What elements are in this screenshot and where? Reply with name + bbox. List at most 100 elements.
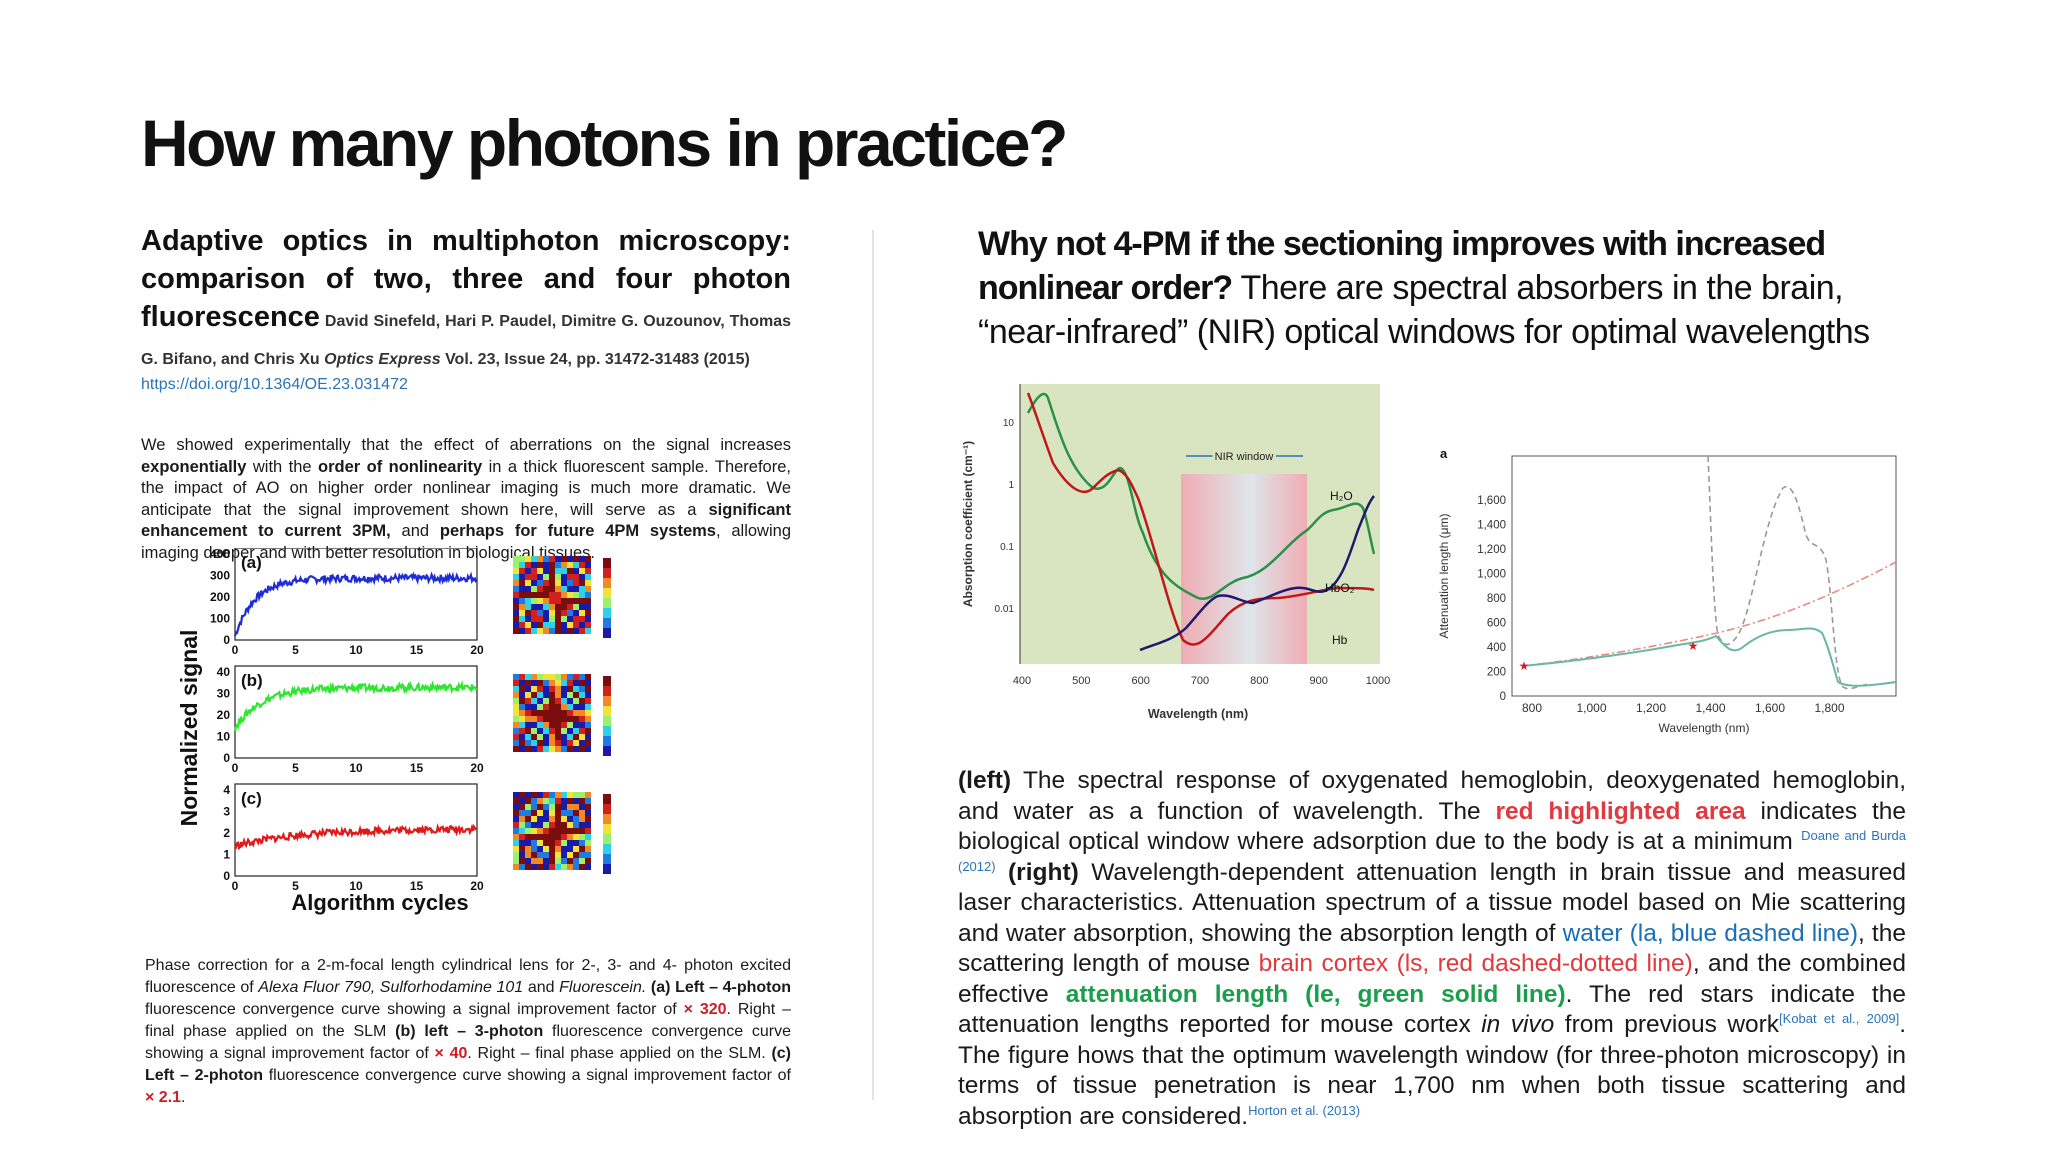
phase-map-cell bbox=[519, 592, 525, 598]
phase-map-cell bbox=[519, 734, 525, 740]
phase-map-cell bbox=[549, 710, 555, 716]
phase-map-cell bbox=[513, 816, 519, 822]
y-tick-label: 40 bbox=[217, 665, 231, 679]
phase-map-cell bbox=[525, 616, 531, 622]
phase-map-cell bbox=[525, 722, 531, 728]
phase-map-cell bbox=[525, 598, 531, 604]
figure-ylabel: Normalized signal bbox=[176, 630, 202, 827]
phase-map-cell bbox=[519, 740, 525, 746]
colorbar-segment bbox=[603, 618, 611, 628]
phase-map-cell bbox=[573, 804, 579, 810]
nir-window-region bbox=[1181, 474, 1307, 664]
phase-map-cell bbox=[543, 610, 549, 616]
x-tick-label: 5 bbox=[292, 643, 299, 657]
phase-map-cell bbox=[561, 716, 567, 722]
x-tick-label: 0 bbox=[232, 761, 239, 775]
phase-map-cell bbox=[513, 580, 519, 586]
phase-map-cell bbox=[561, 846, 567, 852]
phase-map-cell bbox=[579, 680, 585, 686]
y-tick-label: 0 bbox=[1500, 691, 1506, 703]
phase-map-cell bbox=[555, 680, 561, 686]
phase-map-cell bbox=[513, 864, 519, 870]
phase-map-cell bbox=[513, 680, 519, 686]
figure-caption: Phase correction for a 2-m-focal length … bbox=[145, 955, 791, 1109]
phase-map-cell bbox=[531, 692, 537, 698]
phase-map-cell bbox=[519, 604, 525, 610]
phase-map-cell bbox=[573, 852, 579, 858]
doi-link[interactable]: https://doi.org/10.1364/OE.23.031472 bbox=[141, 376, 408, 393]
phase-map-cell bbox=[537, 628, 543, 634]
colorbar-segment bbox=[603, 598, 611, 608]
phase-map-cell bbox=[555, 710, 561, 716]
phase-map-cell bbox=[555, 734, 561, 740]
phase-map-cell bbox=[585, 562, 591, 568]
x-tick-label: 5 bbox=[292, 879, 299, 893]
y-tick-label: 4 bbox=[223, 783, 230, 797]
phase-map-cell bbox=[531, 598, 537, 604]
phase-map-cell bbox=[585, 556, 591, 562]
phase-map-cell bbox=[537, 556, 543, 562]
phase-map-cell bbox=[537, 574, 543, 580]
phase-map-cell bbox=[579, 704, 585, 710]
phase-map-cell bbox=[579, 804, 585, 810]
convergence-panel: (c) 0 1 2 3 4 0 5 10 15 20 bbox=[223, 783, 611, 893]
convergence-panel: (a) 0 100 200 300 400 0 5 10 15 20 bbox=[210, 548, 611, 657]
phase-map-cell bbox=[531, 810, 537, 816]
phase-map-cell bbox=[555, 858, 561, 864]
phase-map-cell bbox=[549, 804, 555, 810]
phase-map-cell bbox=[585, 716, 591, 722]
phase-map-cell bbox=[549, 562, 555, 568]
phase-map-cell bbox=[573, 858, 579, 864]
phase-map-cell bbox=[585, 792, 591, 798]
x-tick-label: 1,800 bbox=[1814, 701, 1844, 715]
phase-map-cell bbox=[543, 740, 549, 746]
phase-map-cell bbox=[585, 598, 591, 604]
phase-map-cell bbox=[549, 746, 555, 752]
phase-map-cell bbox=[513, 822, 519, 828]
phase-map-cell bbox=[525, 816, 531, 822]
phase-map-cell bbox=[519, 556, 525, 562]
phase-map-cell bbox=[543, 598, 549, 604]
left-column: Adaptive optics in multiphoton microscop… bbox=[141, 222, 791, 564]
phase-map-cell bbox=[549, 834, 555, 840]
phase-map-cell bbox=[573, 604, 579, 610]
right-body-text: (left) The spectral response of oxygenat… bbox=[958, 766, 1906, 1132]
phase-map-cell bbox=[531, 586, 537, 592]
phase-map-cell bbox=[519, 710, 525, 716]
abstract-part: in a thick fluorescent sample. Therefore… bbox=[141, 457, 791, 519]
phase-map-cell bbox=[573, 686, 579, 692]
x-tick-label: 1,400 bbox=[1695, 701, 1725, 715]
phase-map-cell bbox=[579, 710, 585, 716]
citation: Horton et al. (2013) bbox=[1248, 1102, 1361, 1118]
phase-map-cell bbox=[579, 604, 585, 610]
phase-map-cell bbox=[531, 804, 537, 810]
phase-map-cell bbox=[579, 586, 585, 592]
phase-map-cell bbox=[543, 804, 549, 810]
phase-map-cell bbox=[555, 864, 561, 870]
colorbar-segment bbox=[603, 864, 611, 874]
colorbar-segment bbox=[603, 804, 611, 814]
phase-map-cell bbox=[543, 574, 549, 580]
phase-map-cell bbox=[531, 604, 537, 610]
phase-map-cell bbox=[519, 834, 525, 840]
phase-map-cell bbox=[567, 604, 573, 610]
phase-map-cell bbox=[561, 562, 567, 568]
phase-map-cell bbox=[549, 698, 555, 704]
phase-map-cell bbox=[549, 852, 555, 858]
phase-map-cell bbox=[561, 580, 567, 586]
caption-part: fluorescence convergence curve showing a… bbox=[145, 1023, 792, 1062]
phase-map-cell bbox=[567, 804, 573, 810]
phase-map-cell bbox=[567, 858, 573, 864]
phase-map-cell bbox=[525, 710, 531, 716]
phase-map-cell bbox=[579, 568, 585, 574]
phase-map-cell bbox=[537, 734, 543, 740]
phase-map-cell bbox=[567, 710, 573, 716]
y-tick-label: 200 bbox=[210, 590, 230, 604]
phase-map-cell bbox=[561, 616, 567, 622]
phase-map-cell bbox=[543, 828, 549, 834]
phase-map-cell bbox=[555, 674, 561, 680]
phase-map-cell bbox=[573, 828, 579, 834]
phase-map-cell bbox=[543, 864, 549, 870]
phase-map-cell bbox=[519, 792, 525, 798]
phase-map-cell bbox=[585, 810, 591, 816]
